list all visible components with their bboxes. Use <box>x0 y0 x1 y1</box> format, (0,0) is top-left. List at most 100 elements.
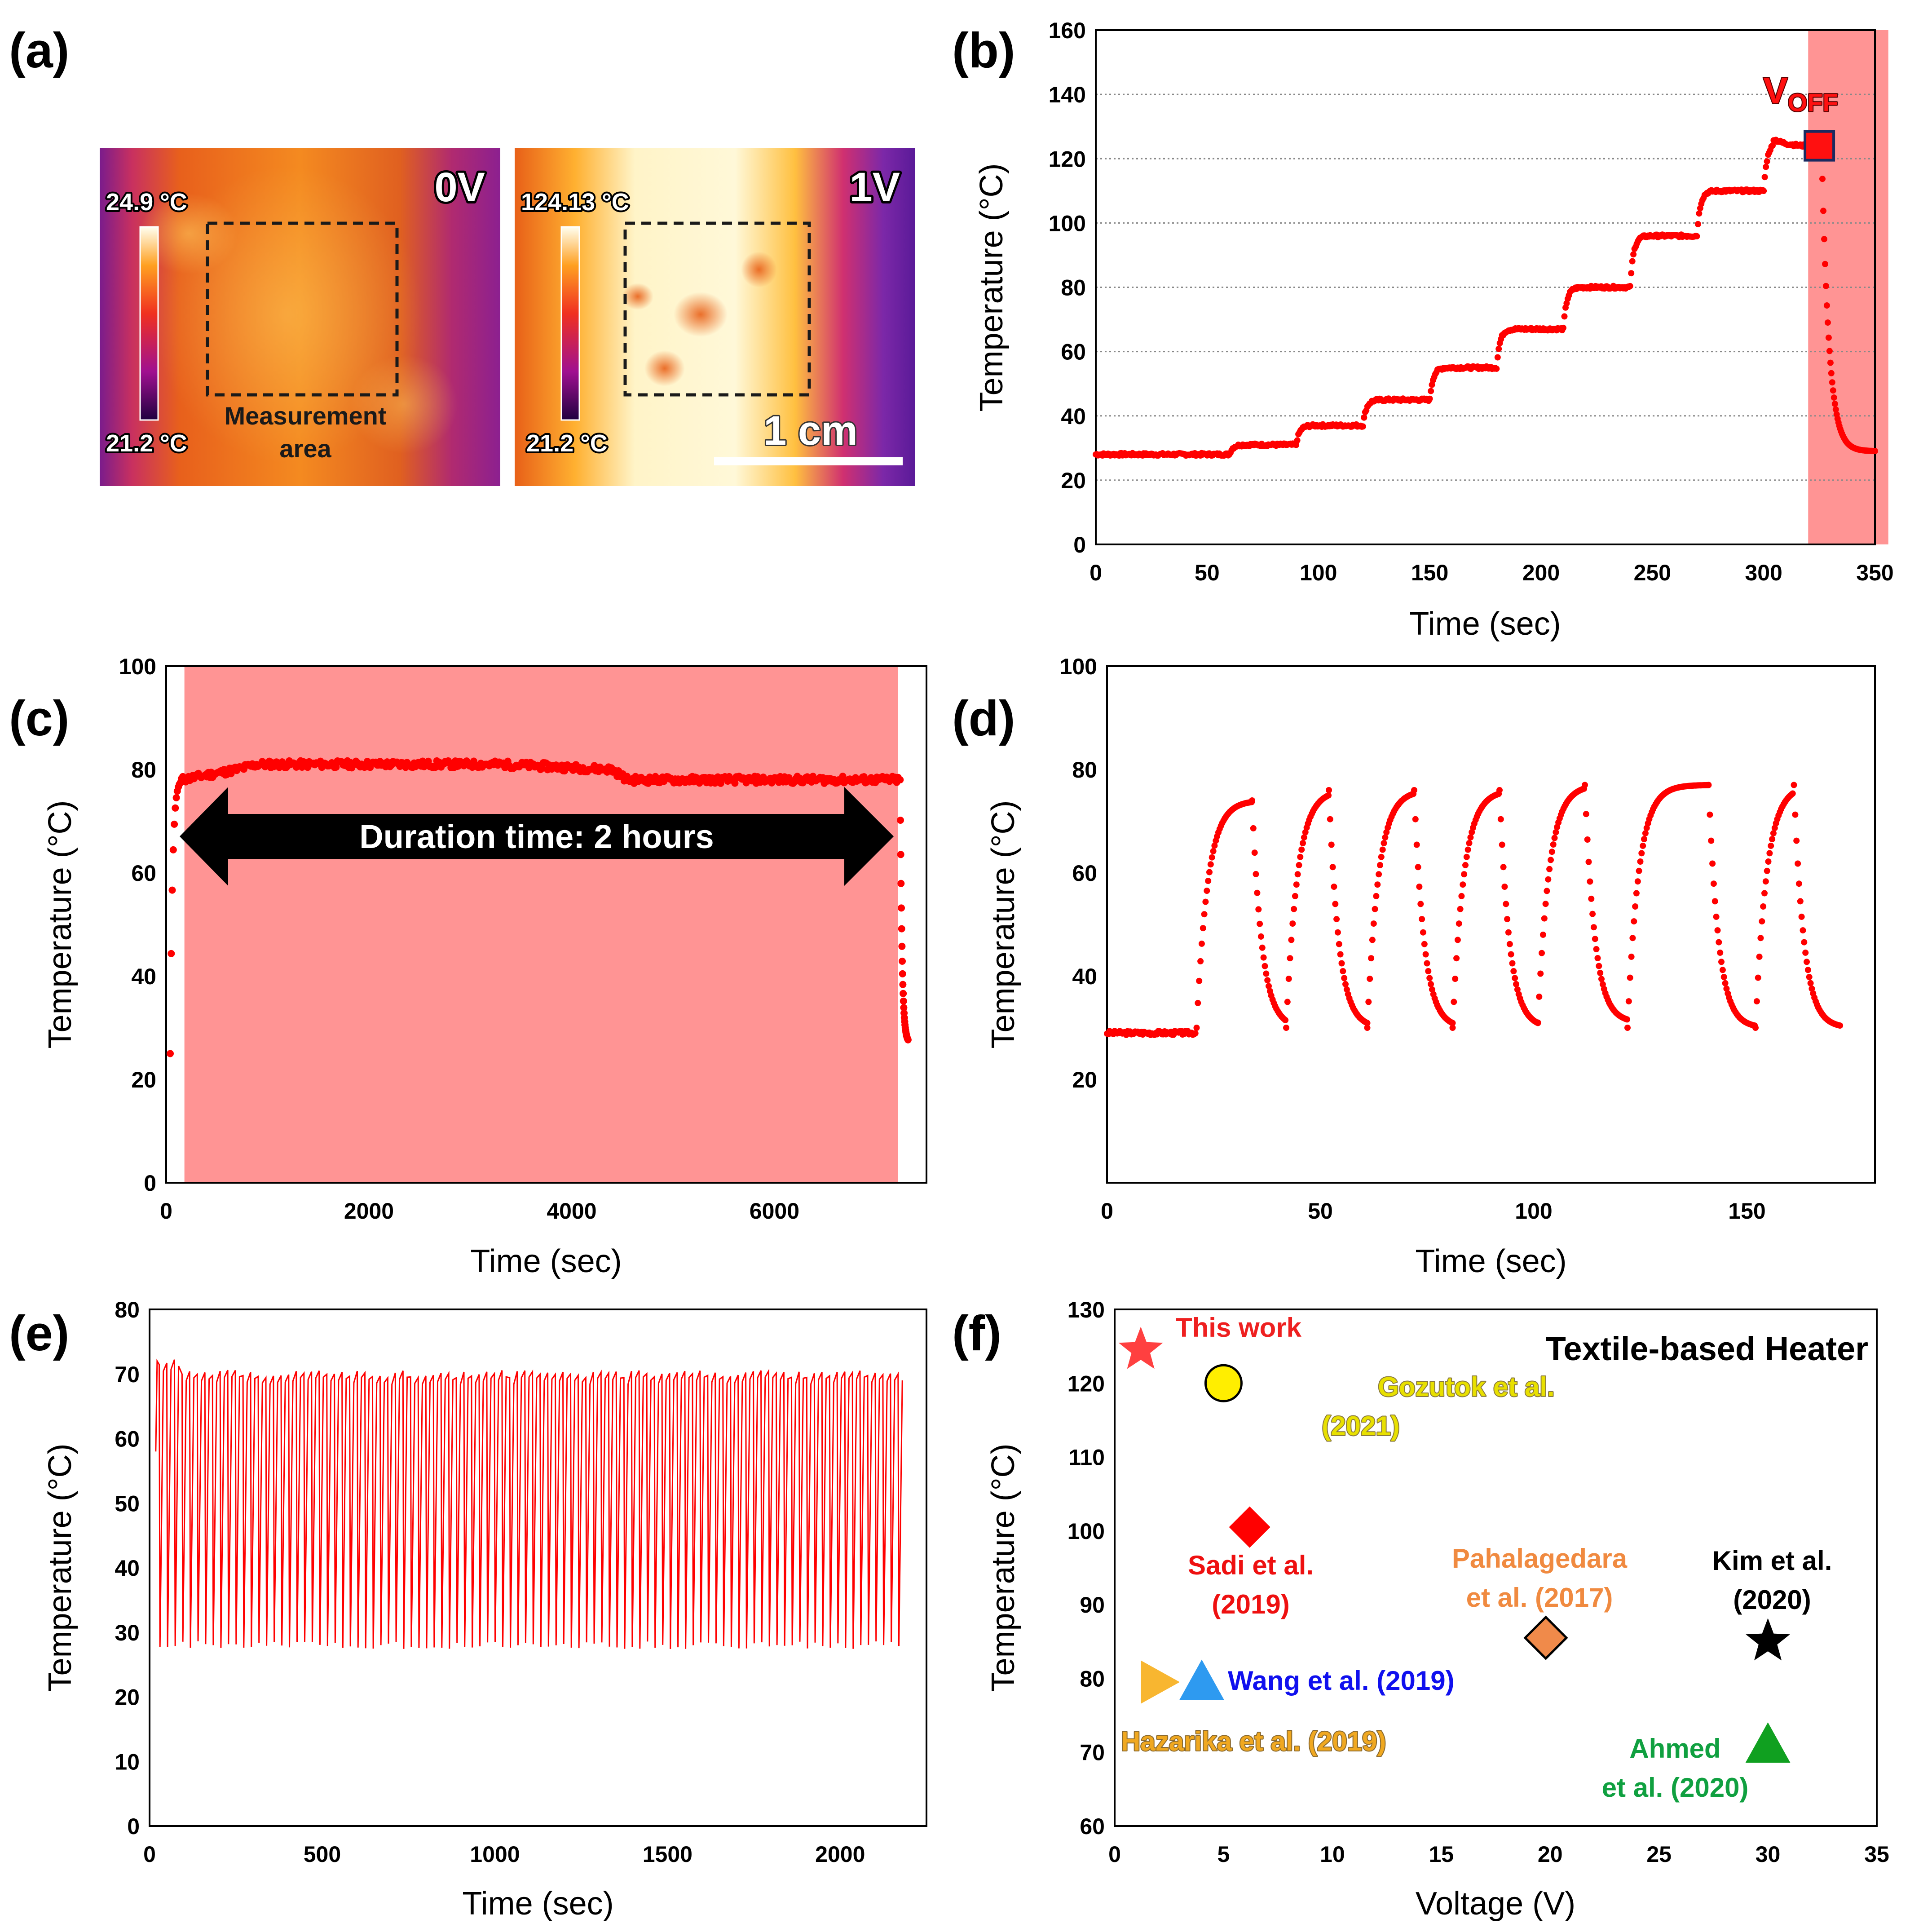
data-point <box>1795 880 1802 887</box>
panel-label-e: (e) <box>9 1306 69 1361</box>
data-point <box>1420 929 1426 936</box>
data-point <box>1289 920 1296 927</box>
data-point <box>1341 975 1348 981</box>
data-point <box>1548 857 1554 863</box>
data-point <box>172 804 179 812</box>
data-point <box>1419 916 1425 923</box>
label-ahmed-line1: Ahmed <box>1629 1733 1720 1764</box>
label-wang: Wang et al. (2019) <box>1228 1666 1455 1696</box>
data-point <box>1365 999 1372 1005</box>
data-point <box>1791 782 1797 788</box>
marker-gozutok-et-al-2021 <box>1204 1364 1243 1402</box>
data-point <box>1206 869 1213 875</box>
measurement-area-box <box>206 221 399 397</box>
data-point <box>1263 970 1270 977</box>
data-point <box>1266 983 1272 990</box>
panel-f: (f) Textile-based Heater 607080901001101… <box>952 1297 1889 1922</box>
data-point <box>897 851 904 858</box>
y-tick-label: 100 <box>1067 1519 1105 1544</box>
y-axis-label: Temperature (°C) <box>985 800 1021 1049</box>
data-point <box>1707 811 1713 818</box>
data-point <box>1625 998 1632 1005</box>
axis-ticks: 0 20 40 60 80 100 120 140 160 0 50 100 150 200 250 300 3… <box>1049 18 1894 585</box>
data-point <box>1705 782 1712 788</box>
data-point <box>1428 981 1434 987</box>
x-tick-label: 25 <box>1646 1842 1672 1867</box>
data-point <box>1201 911 1208 918</box>
data-point <box>1510 968 1517 974</box>
x-tick-label: 1500 <box>643 1842 693 1867</box>
plot-frame <box>1114 1309 1878 1827</box>
y-axis-label: Temperature (°C) <box>974 164 1010 412</box>
data-point <box>1768 842 1774 849</box>
data-point <box>168 950 175 957</box>
data-point <box>1464 846 1471 853</box>
data-point <box>1637 858 1644 865</box>
x-tick-label: 2000 <box>344 1198 394 1224</box>
marker-ahmed-et-al-2020 <box>1745 1722 1791 1763</box>
x-tick-label: 250 <box>1634 560 1671 585</box>
data-point <box>1585 858 1592 865</box>
data-point <box>1452 976 1459 982</box>
data-point <box>1709 860 1716 867</box>
marker-this-work <box>1118 1326 1163 1369</box>
data-point <box>1824 319 1831 326</box>
data-point <box>717 779 724 787</box>
data-point <box>1624 1016 1630 1023</box>
data-point <box>167 1050 174 1057</box>
data-point <box>1589 911 1596 917</box>
data-point <box>1296 862 1302 868</box>
y-tick-label: 50 <box>115 1491 140 1516</box>
data-point <box>1332 901 1339 907</box>
thermal-image-1v: 124.13 °C 21.2 °C 1V 1 cm <box>515 148 915 486</box>
y-tick-label: 60 <box>1080 1814 1105 1839</box>
data-point <box>1200 925 1206 932</box>
y-tick-label: 100 <box>1060 654 1097 679</box>
x-tick-label: 200 <box>1522 560 1560 585</box>
x-tick-label: 50 <box>1195 560 1220 585</box>
data-point <box>1545 876 1552 883</box>
axis-ticks: 20 40 60 80 100 0 50 100 150 <box>1060 654 1766 1224</box>
data-point <box>1872 448 1878 455</box>
data-point <box>1493 365 1500 372</box>
data-point <box>1769 142 1776 149</box>
x-axis-label: Time (sec) <box>1409 606 1561 642</box>
data-point <box>1504 916 1511 923</box>
data-point <box>1596 963 1602 969</box>
gridlines <box>1096 93 1875 481</box>
data-point <box>1467 834 1474 841</box>
data-point <box>1642 830 1649 836</box>
data-point <box>1496 787 1503 793</box>
x-tick-label: 350 <box>1856 560 1893 585</box>
data-point <box>1421 941 1428 947</box>
data-point <box>1454 937 1461 943</box>
x-tick-label: 50 <box>1308 1198 1333 1224</box>
data-point <box>1793 837 1800 844</box>
data-point <box>1809 986 1815 992</box>
x-axis-label: Time (sec) <box>462 1886 613 1922</box>
data-point <box>538 765 546 772</box>
x-tick-label: 5 <box>1217 1842 1230 1867</box>
x-tick-label: 100 <box>1515 1198 1552 1224</box>
measurement-area-label-line1: Measurement <box>224 402 386 430</box>
data-point <box>1536 993 1543 1000</box>
x-tick-label: 0 <box>1101 1198 1113 1224</box>
data-point <box>1364 1025 1371 1031</box>
data-point <box>1202 898 1209 905</box>
data-point <box>1752 1025 1759 1031</box>
data-point <box>1804 959 1810 965</box>
thermal-texture <box>644 350 685 386</box>
scale-min-label: 21.2 °C <box>526 430 608 457</box>
chart-title: Textile-based Heater <box>1546 1330 1868 1367</box>
panel-a: (a) 24.9 °C 21.2 °C 0V Measurement area … <box>9 23 915 486</box>
marker-pahalagedara-et-al-2017 <box>1523 1615 1568 1660</box>
x-tick-label: 10 <box>1320 1842 1345 1867</box>
scale-bar <box>714 457 903 465</box>
label-pahalagedara-line1: Pahalagedara <box>1452 1543 1628 1574</box>
data-point <box>1293 881 1300 888</box>
y-tick-label: 130 <box>1067 1297 1105 1322</box>
data-point <box>1255 906 1262 913</box>
data-point <box>1291 906 1297 912</box>
data-point <box>897 817 904 824</box>
y-tick-label: 60 <box>1072 861 1097 886</box>
